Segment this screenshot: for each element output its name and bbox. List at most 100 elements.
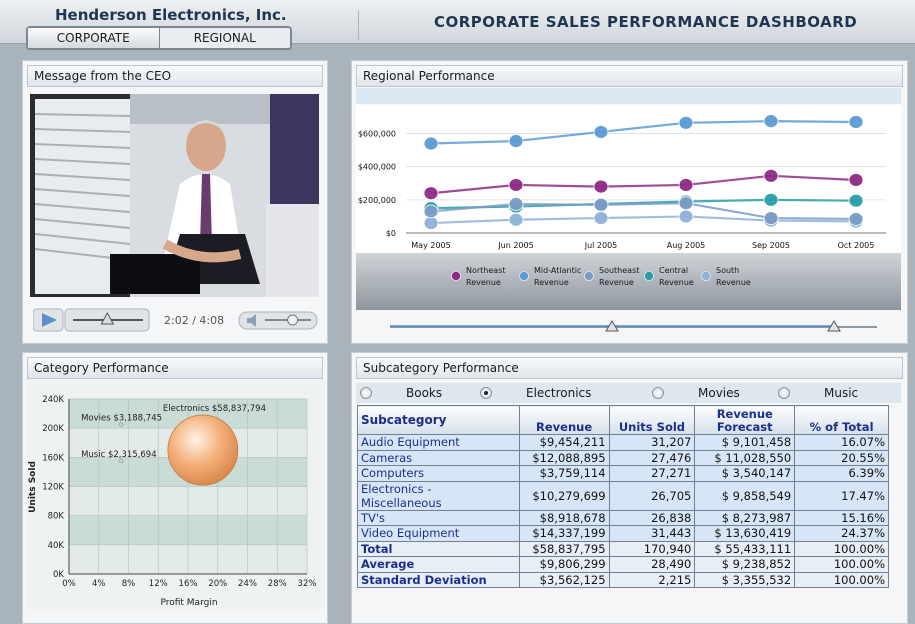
radio-movies[interactable] (652, 387, 664, 399)
value-cell: $ 55,433,111 (694, 540, 796, 557)
legend-label: Revenue (599, 278, 634, 287)
x-axis-label: Profit Margin (160, 598, 217, 608)
series-point[interactable] (423, 216, 439, 230)
option-movies[interactable]: Movies (652, 386, 740, 400)
tab-corporate[interactable]: CORPORATE (28, 28, 160, 48)
x-tick-label: 0% (62, 579, 76, 589)
summary-row[interactable]: Standard Deviation $3,562,125 2,215 $ 3,355… (357, 571, 889, 588)
col-units-sold[interactable]: Units Sold (608, 405, 696, 435)
value-cell: $12,088,895 (518, 449, 610, 466)
date-range-slider[interactable] (382, 319, 882, 339)
ceo-message-panel: Message from the CEO (22, 60, 328, 344)
series-point[interactable] (593, 197, 609, 212)
range-start-handle[interactable] (605, 320, 619, 332)
bubble-point[interactable] (167, 414, 239, 486)
series-point[interactable] (678, 209, 694, 224)
col-revenue-forecast[interactable]: Revenue Forecast (694, 405, 796, 435)
value-cell: 20.55% (794, 449, 889, 466)
series-point[interactable] (763, 114, 779, 129)
option-books[interactable]: Books (360, 386, 442, 400)
value-cell: 100.00% (794, 556, 889, 573)
series-point[interactable] (508, 212, 524, 227)
legend-marker (644, 271, 654, 281)
series-point[interactable] (508, 134, 524, 148)
category-panel-title: Category Performance (27, 357, 323, 379)
col-revenue[interactable]: Revenue (518, 405, 610, 435)
value-cell: $3,562,125 (518, 571, 610, 588)
value-cell: $ 13,630,419 (694, 525, 796, 542)
option-music[interactable]: Music (778, 386, 858, 400)
value-cell: 2,215 (608, 571, 696, 588)
series-line (430, 120, 857, 145)
value-cell: $9,454,211 (518, 434, 610, 451)
value-cell: $ 3,540,147 (694, 465, 796, 482)
col-percent-total[interactable]: % of Total (794, 405, 889, 435)
value-cell: 17.47% (794, 480, 889, 511)
option-movies-label: Movies (698, 386, 740, 400)
series-point[interactable] (763, 192, 779, 207)
series-line (430, 202, 857, 221)
radio-music[interactable] (778, 387, 790, 399)
bubble-point[interactable] (118, 458, 124, 464)
series-point[interactable] (423, 204, 439, 219)
series-point[interactable] (678, 196, 694, 211)
series-point[interactable] (848, 173, 864, 187)
series-point[interactable] (423, 186, 439, 201)
legend-label: Central (659, 266, 688, 275)
legend-label: Southeast (599, 266, 639, 275)
table-row[interactable]: Electronics - Miscellaneous $10,279,699 26… (357, 480, 889, 511)
bubble-label: Music $2,315,694 (81, 450, 157, 460)
row-label-cell: Electronics - Miscellaneous (357, 480, 520, 511)
option-electronics[interactable]: Electronics (480, 386, 591, 400)
series-point[interactable] (763, 211, 779, 225)
series-point[interactable] (593, 125, 609, 139)
table-row[interactable]: Cameras $12,088,895 27,476 $ 11,028,550 20.5… (357, 449, 889, 466)
value-cell: 100.00% (794, 571, 889, 588)
col-subcategory[interactable]: Subcategory (357, 405, 520, 435)
table-row[interactable]: TV's $8,918,678 26,838 $ 8,273,987 15.16% (357, 509, 889, 526)
volume-thumb[interactable] (287, 314, 299, 326)
series-point[interactable] (678, 115, 694, 130)
y-tick-label: $600,000 (358, 130, 396, 139)
table-row[interactable]: Audio Equipment $9,454,211 31,207 $ 9,101,4… (357, 434, 889, 451)
value-cell: $3,759,114 (518, 465, 610, 482)
x-tick-label: Aug 2005 (667, 241, 706, 250)
series-point[interactable] (593, 179, 609, 194)
series-point[interactable] (423, 136, 439, 151)
radio-electronics[interactable] (480, 387, 492, 399)
series-point[interactable] (508, 197, 524, 211)
x-tick-label: 12% (149, 579, 168, 589)
legend-label: South (716, 266, 739, 275)
value-cell: 24.37% (794, 525, 889, 542)
ceo-video[interactable] (30, 94, 319, 297)
row-label-cell: Audio Equipment (357, 434, 520, 451)
table-row[interactable]: Computers $3,759,114 27,271 $ 3,540,147 6.39… (357, 465, 889, 482)
table-row[interactable]: Video Equipment $14,337,199 31,443 $ 13,630… (357, 525, 889, 542)
row-label-cell: Video Equipment (357, 525, 520, 542)
bubble-point[interactable] (118, 422, 124, 427)
series-point[interactable] (593, 211, 609, 225)
series-point[interactable] (848, 115, 864, 129)
regional-subheader (356, 88, 901, 104)
seek-thumb[interactable] (100, 311, 115, 325)
regional-line-chart: $0 $200,000 $400,000 $600,000 May 2005 Jun 2… (356, 105, 901, 310)
y-tick-label: 120K (42, 483, 64, 493)
tab-regional[interactable]: REGIONAL (193, 31, 256, 45)
series-point[interactable] (763, 168, 779, 183)
legend-label: Northeast (466, 266, 506, 275)
ceo-panel-title: Message from the CEO (27, 65, 323, 87)
value-cell: 31,443 (608, 525, 696, 542)
legend-marker (584, 271, 594, 281)
series-line (430, 215, 857, 225)
series-point[interactable] (508, 178, 524, 192)
radio-books[interactable] (360, 387, 372, 399)
series-point[interactable] (678, 178, 694, 192)
range-end-handle[interactable] (827, 320, 841, 332)
summary-row[interactable]: Total $58,837,795 170,940 $ 55,433,111 100.0… (357, 540, 889, 557)
series-point[interactable] (848, 212, 864, 226)
series-point[interactable] (848, 193, 864, 208)
summary-row[interactable]: Average $9,806,299 28,490 $ 9,238,852 100.00… (357, 556, 889, 573)
category-selector: Books Electronics Movies Music (356, 383, 901, 403)
x-tick-label: May 2005 (411, 241, 450, 250)
value-cell: 15.16% (794, 509, 889, 526)
